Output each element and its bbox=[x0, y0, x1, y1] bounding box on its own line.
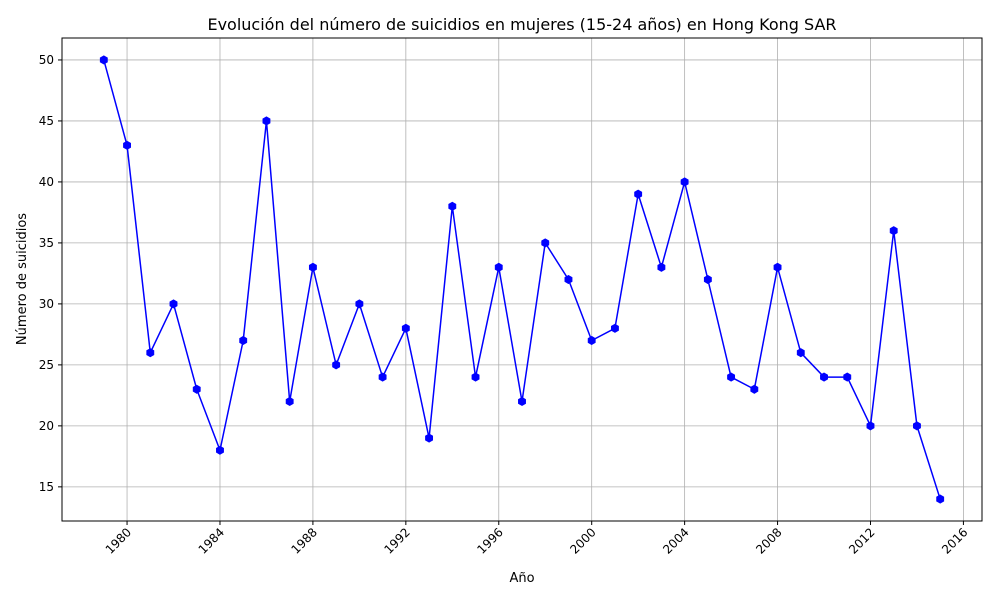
x-axis-label: Año bbox=[509, 571, 534, 586]
data-point bbox=[727, 372, 736, 382]
data-point bbox=[541, 238, 550, 248]
data-point bbox=[773, 262, 782, 272]
y-tick-label: 25 bbox=[39, 358, 54, 372]
grid-lines bbox=[62, 38, 982, 521]
data-point bbox=[239, 335, 248, 346]
y-axis-label: Número de suicidios bbox=[15, 213, 30, 345]
y-tick-label: 40 bbox=[39, 175, 54, 189]
chart-title: Evolución del número de suicidios en muj… bbox=[207, 15, 836, 34]
data-point bbox=[750, 384, 759, 394]
data-point bbox=[564, 274, 573, 285]
data-point bbox=[866, 421, 875, 431]
data-point bbox=[889, 226, 898, 236]
data-point bbox=[169, 299, 178, 309]
data-point bbox=[843, 372, 852, 382]
data-point bbox=[378, 372, 387, 382]
series-group bbox=[99, 55, 945, 504]
y-tick-label: 35 bbox=[39, 236, 54, 250]
y-tick-label: 15 bbox=[39, 480, 54, 494]
data-point bbox=[401, 323, 410, 333]
data-point bbox=[936, 494, 945, 504]
y-tick-label: 50 bbox=[39, 53, 54, 67]
data-point bbox=[657, 262, 666, 272]
data-point bbox=[820, 372, 828, 382]
y-axis-ticks: 15 20 25 30 35 40 45 50 bbox=[39, 53, 62, 494]
data-point bbox=[796, 348, 805, 358]
data-point bbox=[471, 372, 480, 382]
data-point bbox=[216, 445, 224, 455]
data-point bbox=[518, 396, 526, 407]
y-tick-label: 45 bbox=[39, 114, 54, 128]
data-point bbox=[634, 189, 643, 199]
data-point bbox=[448, 201, 457, 211]
data-point bbox=[308, 262, 317, 272]
data-point bbox=[99, 55, 108, 65]
data-point bbox=[332, 360, 341, 370]
data-point bbox=[192, 384, 201, 394]
data-point bbox=[680, 177, 689, 187]
data-point bbox=[262, 116, 271, 126]
data-point bbox=[610, 323, 619, 333]
y-tick-label: 20 bbox=[39, 419, 54, 433]
data-point bbox=[703, 274, 712, 285]
data-point bbox=[494, 262, 503, 272]
data-point bbox=[285, 396, 294, 407]
data-point bbox=[913, 421, 921, 431]
data-point bbox=[425, 433, 434, 443]
data-point bbox=[123, 140, 131, 150]
plot-area-frame bbox=[61, 37, 983, 522]
data-point bbox=[146, 348, 155, 358]
data-point bbox=[587, 335, 596, 346]
data-point bbox=[355, 299, 364, 309]
y-tick-label: 30 bbox=[39, 297, 54, 311]
